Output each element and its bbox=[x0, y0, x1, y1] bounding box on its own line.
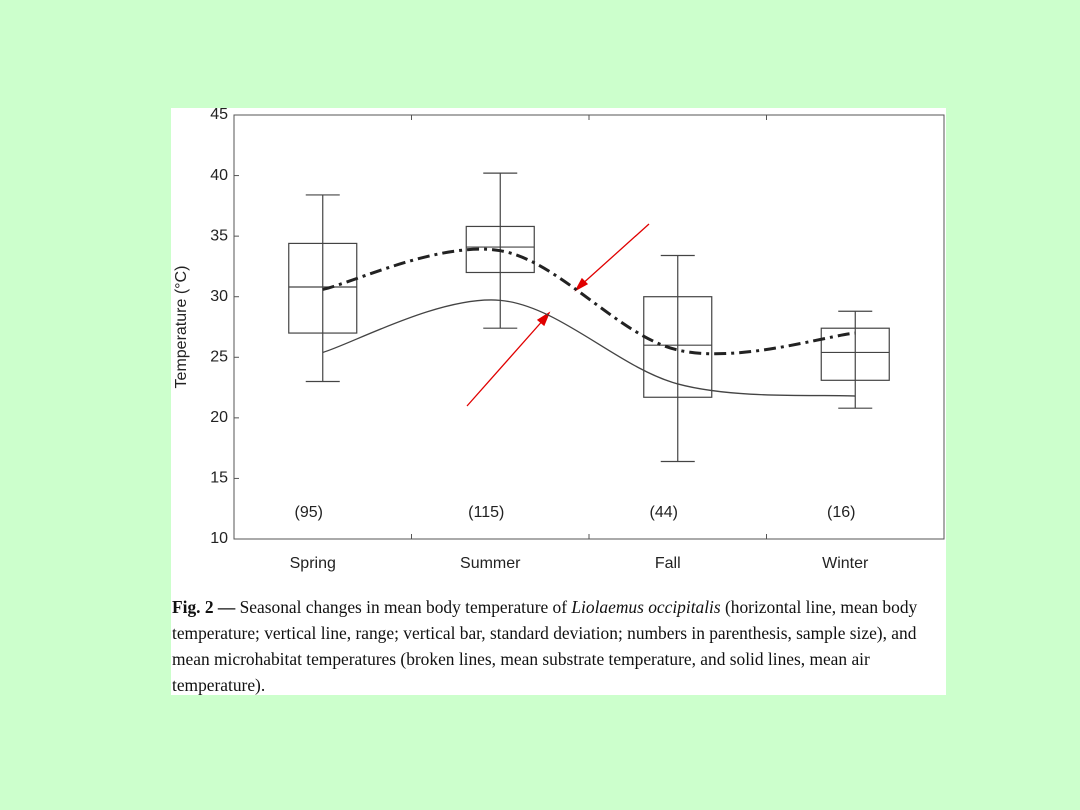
y-tick-label: 20 bbox=[210, 409, 228, 426]
y-tick-label: 30 bbox=[210, 288, 228, 305]
plot-frame bbox=[233, 114, 945, 540]
box bbox=[820, 327, 890, 381]
x-tick-label: Spring bbox=[290, 555, 336, 572]
y-tick-label: 45 bbox=[210, 106, 228, 123]
figure-panel bbox=[171, 108, 946, 695]
x-tick-label: Summer bbox=[460, 555, 521, 572]
y-axis-label: Temperature (°C) bbox=[173, 266, 190, 389]
y-tick-label: 40 bbox=[210, 167, 228, 184]
caption-species: Liolaemus occipitalis bbox=[571, 597, 721, 617]
y-tick-label: 35 bbox=[210, 227, 228, 244]
caption-label: Fig. 2 — bbox=[172, 597, 236, 617]
annotation-arrows bbox=[466, 223, 650, 407]
x-tick-label: Fall bbox=[655, 555, 681, 572]
chart: Temperature (°C) 10 15 20 25 30 35 40 45 Spring (… bbox=[173, 106, 945, 572]
figure-caption: Fig. 2 — Seasonal changes in mean body t… bbox=[172, 594, 946, 698]
caption-text: (horizontal line, mean body temperature;… bbox=[172, 597, 918, 695]
box bbox=[288, 242, 358, 334]
box bbox=[643, 296, 713, 398]
sample-size: (16) bbox=[827, 504, 855, 521]
y-tick-label: 25 bbox=[210, 349, 228, 366]
y-tick-label: 15 bbox=[210, 470, 228, 487]
temperature-curve bbox=[322, 247, 856, 356]
caption-text: Seasonal changes in mean body temperatur… bbox=[235, 597, 572, 617]
sample-size: (44) bbox=[650, 504, 678, 521]
sample-size: (95) bbox=[295, 504, 323, 521]
temperature-curve bbox=[322, 299, 856, 397]
x-tick-label: Winter bbox=[822, 555, 869, 572]
sample-size: (115) bbox=[468, 504, 504, 521]
y-tick-label: 10 bbox=[210, 530, 228, 547]
box bbox=[465, 225, 535, 274]
